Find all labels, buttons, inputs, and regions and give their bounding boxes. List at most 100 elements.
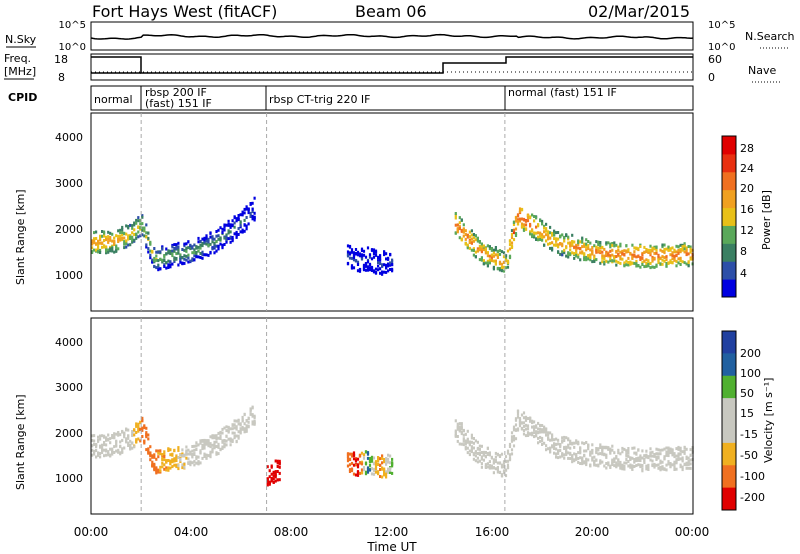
velocity-cell: [537, 430, 540, 434]
velocity-cell: [571, 460, 574, 464]
velocity-cell: [197, 460, 200, 464]
power-cell: [651, 259, 654, 263]
velocity-cell: [169, 448, 172, 452]
velocity-cell: [669, 451, 672, 455]
power-cell: [631, 243, 634, 247]
velocity-cell: [478, 447, 481, 451]
velocity-cell: [181, 454, 184, 458]
power-cell: [472, 233, 475, 236]
power-cell: [657, 256, 660, 260]
power-cell: [389, 268, 392, 271]
velocity-cell: [274, 475, 277, 479]
velocity-cell: [350, 461, 354, 465]
velocity-cell: [221, 447, 224, 450]
velocity-cell: [383, 460, 386, 464]
power-cell: [127, 234, 130, 238]
power-cell: [579, 247, 582, 250]
power-cell: [466, 243, 469, 247]
power-cell: [689, 245, 692, 249]
power-cell: [617, 260, 620, 264]
velocity-cell: [603, 464, 606, 468]
power-cell: [502, 251, 506, 255]
velocity-cell: [460, 430, 463, 434]
velocity-cell: [577, 457, 580, 460]
power-cell: [645, 262, 648, 265]
power-cell: [121, 225, 124, 229]
velocity-cell: [165, 468, 168, 472]
xtick-12: 12:00: [374, 525, 409, 539]
velocity-cell: [125, 440, 128, 444]
power-cell: [133, 221, 136, 225]
velocity-cell: [374, 469, 378, 472]
velocity-cell: [671, 463, 674, 467]
velocity-cell: [657, 466, 660, 470]
velocity-cell: [372, 461, 376, 465]
velocity-cell: [543, 426, 546, 430]
velocity-cell: [643, 454, 646, 458]
power-cell: [354, 248, 358, 251]
power-cell: [354, 252, 358, 256]
velocity-cell: [637, 463, 640, 467]
velocity-cell: [268, 469, 271, 473]
velocity-cell: [541, 443, 544, 446]
power-cell: [109, 238, 112, 242]
velocity-cell: [346, 459, 350, 463]
power-cell: [655, 248, 658, 252]
power-cell: [173, 247, 176, 250]
power-cell: [617, 252, 620, 256]
velocity-cell: [381, 461, 384, 465]
velocity-cell: [659, 452, 662, 456]
power-cell: [687, 261, 690, 264]
velocity-cell: [215, 440, 218, 444]
velocity-cell: [520, 421, 524, 425]
velocity-cell: [385, 472, 388, 476]
velocity-cell: [669, 447, 672, 451]
power-cell: [147, 247, 150, 251]
velocity-ytick-2000: 2000: [55, 427, 83, 440]
power-cell: [95, 242, 98, 246]
velocity-cell: [466, 429, 469, 433]
power-cell: [247, 207, 250, 211]
power-cell: [539, 235, 542, 238]
velocity-cell: [641, 464, 644, 468]
velocity-cell: [135, 422, 138, 426]
velocity-cell: [243, 427, 246, 431]
velocity-cell: [520, 427, 524, 431]
power-cell: [526, 219, 530, 223]
velocity-cell: [143, 439, 146, 443]
power-cell: [121, 233, 124, 237]
power-cell: [364, 264, 368, 268]
power-cell: [673, 250, 676, 254]
velocity-cell: [153, 455, 156, 459]
velocity-cell: [663, 447, 666, 451]
velocity-cell: [239, 428, 242, 432]
velocity-cell: [522, 424, 526, 428]
velocity-cell: [348, 468, 352, 472]
velocity-scatter: [91, 405, 694, 487]
power-cell: [197, 236, 200, 240]
velocity-cell: [374, 470, 378, 474]
velocity-cell: [619, 463, 622, 467]
power-cell: [529, 224, 532, 228]
velocity-cell: [488, 460, 491, 464]
power-cell: [185, 246, 188, 250]
power-cell: [227, 229, 230, 233]
velocity-cell: [466, 451, 469, 455]
velocity-cell: [211, 443, 214, 447]
velocity-cell: [484, 455, 487, 459]
power-cell: [391, 263, 394, 267]
velocity-cell: [470, 445, 473, 449]
power-cell: [193, 258, 196, 262]
power-cell: [669, 260, 672, 264]
velocity-cell: [516, 428, 520, 432]
velocity-cell: [492, 458, 495, 462]
power-cell: [362, 249, 366, 253]
power-cell: [641, 253, 644, 257]
velocity-cell: [559, 443, 562, 446]
power-cell: [163, 258, 166, 262]
power-cell: [490, 253, 493, 257]
power-cell: [631, 256, 634, 259]
power-cell: [671, 254, 674, 257]
velocity-cell: [677, 454, 680, 458]
power-cell: [374, 253, 378, 257]
